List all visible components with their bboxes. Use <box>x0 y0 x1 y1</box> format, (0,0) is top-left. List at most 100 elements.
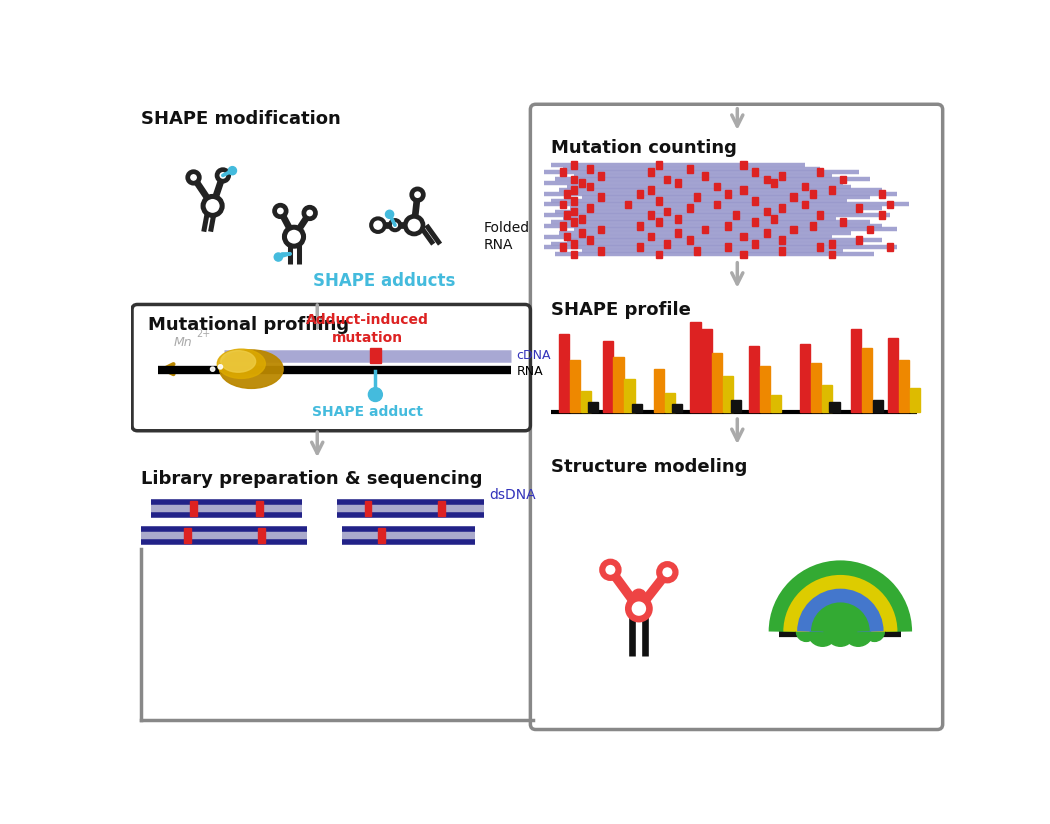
Bar <box>636 243 643 251</box>
Bar <box>888 338 898 411</box>
Bar <box>672 404 682 411</box>
Text: Structure modeling: Structure modeling <box>551 457 748 475</box>
Bar <box>675 229 681 236</box>
Bar <box>571 250 578 258</box>
Bar <box>879 211 885 219</box>
Bar <box>740 162 747 169</box>
Bar <box>899 360 909 411</box>
Text: dsDNA: dsDNA <box>489 489 536 503</box>
Bar <box>802 183 808 190</box>
Circle shape <box>631 589 646 604</box>
Circle shape <box>385 210 394 218</box>
Bar <box>810 222 816 230</box>
FancyBboxPatch shape <box>530 105 943 729</box>
Bar <box>665 393 675 411</box>
Bar <box>752 240 758 247</box>
Bar <box>256 501 262 516</box>
Text: SHAPE adducts: SHAPE adducts <box>313 272 456 289</box>
Circle shape <box>285 227 303 246</box>
Bar <box>740 186 747 194</box>
Bar <box>579 179 585 187</box>
Text: SHAPE profile: SHAPE profile <box>551 301 691 319</box>
Bar <box>726 190 731 198</box>
Bar <box>581 391 591 411</box>
Bar <box>810 190 816 198</box>
Circle shape <box>371 218 384 232</box>
Bar <box>779 172 785 180</box>
Circle shape <box>628 598 650 619</box>
Circle shape <box>369 387 382 401</box>
Text: Mutation counting: Mutation counting <box>551 139 737 157</box>
Bar <box>840 218 846 226</box>
Bar <box>772 215 777 222</box>
Bar <box>852 329 861 411</box>
Bar <box>886 243 892 251</box>
Circle shape <box>825 617 855 646</box>
Bar <box>571 240 578 247</box>
Bar <box>571 176 578 183</box>
Bar <box>559 335 569 411</box>
Bar <box>587 204 593 212</box>
Bar <box>802 200 808 208</box>
FancyBboxPatch shape <box>132 305 530 431</box>
Bar <box>603 341 613 411</box>
Text: Mn: Mn <box>174 335 192 349</box>
Text: Folded
RNA: Folded RNA <box>484 221 530 252</box>
Bar <box>760 367 770 411</box>
Circle shape <box>603 562 618 578</box>
Bar <box>763 229 770 236</box>
Circle shape <box>218 365 223 369</box>
Bar <box>726 222 731 230</box>
Circle shape <box>865 622 884 641</box>
Bar <box>560 200 566 208</box>
Bar <box>364 501 372 516</box>
Bar <box>564 232 570 241</box>
Bar <box>772 179 777 187</box>
Bar <box>694 194 700 201</box>
Bar <box>571 162 578 169</box>
Bar <box>564 211 570 219</box>
Text: 2+: 2+ <box>196 329 211 339</box>
Bar <box>664 208 670 215</box>
Text: Mutational profiling: Mutational profiling <box>148 316 350 334</box>
Bar <box>771 395 781 411</box>
Bar <box>752 168 758 176</box>
Bar <box>817 243 823 251</box>
Bar <box>830 402 840 411</box>
Bar <box>828 240 835 247</box>
Bar <box>378 528 384 543</box>
Bar <box>694 247 700 255</box>
Bar <box>598 172 605 180</box>
Bar <box>909 388 920 411</box>
Circle shape <box>797 622 816 641</box>
Bar <box>752 197 758 204</box>
Bar <box>588 402 598 411</box>
Circle shape <box>412 189 423 200</box>
Bar <box>598 247 605 255</box>
Bar <box>702 172 708 180</box>
Bar <box>564 190 570 198</box>
Bar <box>560 222 566 230</box>
Bar <box>856 236 862 244</box>
Bar <box>184 528 191 543</box>
Text: Library preparation & sequencing: Library preparation & sequencing <box>141 470 482 488</box>
Circle shape <box>228 166 236 175</box>
Circle shape <box>203 196 223 215</box>
Bar <box>438 501 445 516</box>
Bar <box>613 357 624 411</box>
Bar <box>840 176 846 183</box>
Bar <box>687 204 693 212</box>
Bar <box>723 376 734 411</box>
Bar <box>636 222 643 230</box>
Circle shape <box>217 170 229 181</box>
Bar <box>632 404 642 411</box>
Text: RNA: RNA <box>517 365 543 378</box>
Bar <box>822 385 833 411</box>
Bar <box>862 348 873 411</box>
Bar <box>664 240 670 247</box>
Bar <box>569 360 580 411</box>
Bar <box>712 353 722 411</box>
Bar <box>648 168 654 176</box>
Bar <box>257 528 265 543</box>
Bar <box>749 346 759 411</box>
